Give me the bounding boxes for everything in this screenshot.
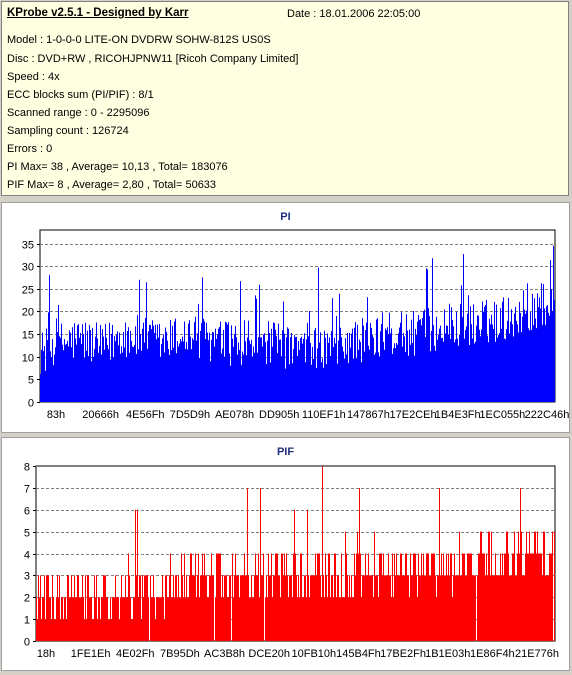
ecc-line: ECC blocks sum (PI/PIF) : 8/1: [7, 89, 154, 101]
y-tick-label: 0: [24, 637, 30, 649]
sampling-line: Sampling count : 126724: [7, 125, 129, 137]
pif-chart-panel: PIF 0 1 2 3 4 5 6 7 8 18h 1FE1Eh 4E02Fh 7B95Dh AC3B8h…: [1, 437, 570, 671]
x-tick-label: 1B4E3Fh: [435, 409, 481, 421]
y-tick-label: 0: [28, 398, 34, 410]
scan-date: Date : 18.01.2006 22:05:00: [287, 8, 421, 20]
x-tick-label: 1FE1Eh: [71, 648, 111, 660]
x-tick-label: 147867h: [347, 409, 390, 421]
x-tick-label: 222C46h: [525, 409, 569, 421]
x-tick-label: AE078h: [215, 409, 254, 421]
y-tick-label: 6: [24, 506, 30, 518]
y-tick-label: 5: [28, 375, 34, 387]
x-tick-label: 7B95Dh: [160, 648, 200, 660]
x-tick-label: 20666h: [82, 409, 119, 421]
y-tick-label: 7: [24, 484, 30, 496]
x-tick-label: 1B1E03h: [425, 648, 470, 660]
y-tick-label: 8: [24, 462, 30, 474]
y-tick-label: 10: [22, 353, 34, 365]
x-tick-label: 17E2CEh: [390, 409, 437, 421]
x-tick-label: 7D5D9h: [170, 409, 210, 421]
pif-bars: [36, 466, 555, 641]
speed-line: Speed : 4x: [7, 71, 60, 83]
y-tick-label: 5: [24, 528, 30, 540]
errors-line: Errors : 0: [7, 143, 53, 155]
pif-summary-line: PIF Max= 8 , Average= 2,80 , Total= 5063…: [7, 179, 217, 191]
x-tick-label: 18h: [37, 648, 55, 660]
x-tick-label: 17BE2Fh: [380, 648, 426, 660]
x-tick-label: 1E86F4h: [470, 648, 515, 660]
y-tick-label: 4: [24, 550, 30, 562]
x-tick-label: 4E56Fh: [126, 409, 165, 421]
pif-chart-title: PIF: [276, 446, 295, 458]
app-title: KProbe v2.5.1 - Designed by Karr: [7, 7, 189, 19]
x-tick-label: DD905h: [259, 409, 299, 421]
range-line: Scanned range : 0 - 2295096: [7, 107, 150, 119]
info-panel: KProbe v2.5.1 - Designed by Karr Date : …: [1, 1, 569, 196]
pif-chart: 0 1 2 3 4 5 6 7 8 18h 1FE1Eh 4E02Fh 7B95Dh AC3B8h DCE2…: [24, 462, 559, 661]
x-tick-label: AC3B8h: [204, 648, 245, 660]
y-tick-label: 15: [22, 330, 34, 342]
pi-chart: 0 5 10 15 20 25 30 35 83h 20666h 4E56Fh 7D5D9h AE078…: [22, 229, 569, 421]
pi-summary-line: PI Max= 38 , Average= 10,13 , Total= 183…: [7, 161, 228, 173]
y-tick-label: 1: [24, 615, 30, 627]
x-tick-label: 110EF1h: [302, 409, 346, 421]
x-tick-label: 4E02Fh: [116, 648, 155, 660]
x-tick-label: 1EC055h: [479, 409, 525, 421]
x-tick-label: 145B4Fh: [336, 648, 381, 660]
y-tick-label: 25: [22, 285, 34, 297]
y-tick-label: 2: [24, 593, 30, 605]
y-tick-label: 30: [22, 262, 34, 274]
y-tick-label: 3: [24, 571, 30, 583]
y-tick-label: 35: [22, 240, 34, 252]
model-line: Model : 1-0-0-0 LITE-ON DVDRW SOHW-812S …: [7, 34, 271, 46]
y-tick-label: 20: [22, 307, 34, 319]
pi-bars: [40, 245, 555, 402]
pi-chart-panel: PI 0 5 10 15 20 25 30 35 83h 20666h 4E56Fh 7D5D9h AE…: [1, 202, 570, 433]
x-tick-label: DCE20h: [248, 648, 290, 660]
pi-chart-title: PI: [280, 211, 291, 223]
x-tick-label: 83h: [47, 409, 65, 421]
disc-line: Disc : DVD+RW , RICOHJPNW11 [Ricoh Compa…: [7, 53, 299, 65]
x-tick-label: 21E776h: [515, 648, 559, 660]
x-tick-label: 10FB10h: [291, 648, 336, 660]
